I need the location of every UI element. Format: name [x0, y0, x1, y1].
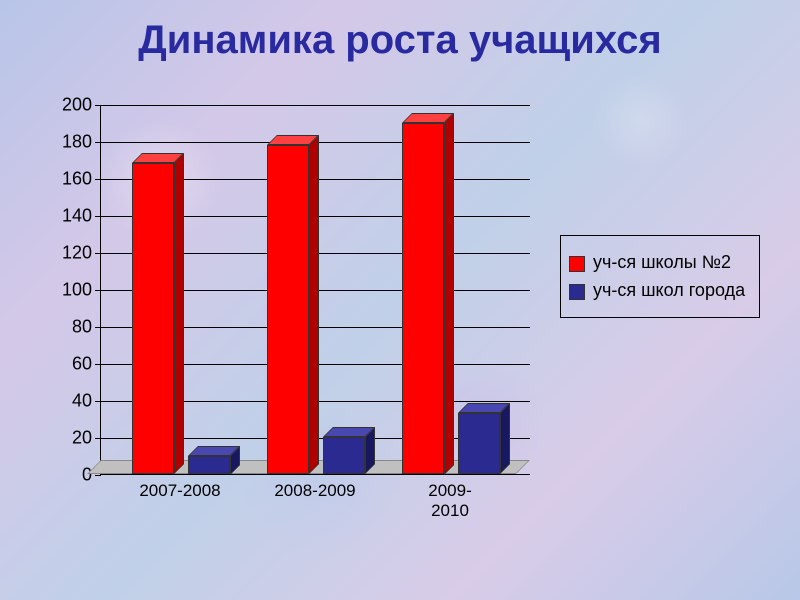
bar	[402, 123, 444, 475]
bar	[188, 456, 230, 475]
x-tick-label: 2007-2008	[139, 481, 220, 501]
y-tick-mark	[95, 216, 101, 217]
legend-swatch-1	[569, 256, 585, 272]
y-tick-mark	[95, 438, 101, 439]
x-tick-label: 2008-2009	[274, 481, 355, 501]
y-tick-label: 120	[62, 243, 92, 264]
gridline	[101, 105, 530, 106]
legend-swatch-2	[569, 284, 585, 300]
y-axis: 020406080100120140160180200	[40, 105, 100, 475]
y-tick-label: 0	[82, 465, 92, 486]
y-tick-label: 200	[62, 95, 92, 116]
y-tick-label: 80	[72, 317, 92, 338]
plot-area	[100, 105, 530, 475]
legend-label: уч-ся школы №2	[593, 252, 731, 274]
legend: уч-ся школы №2 уч-ся школ города	[560, 235, 760, 318]
y-tick-label: 60	[72, 354, 92, 375]
legend-item: уч-ся школы №2	[569, 252, 751, 274]
y-tick-mark	[95, 179, 101, 180]
y-tick-mark	[95, 253, 101, 254]
y-tick-label: 20	[72, 428, 92, 449]
y-tick-label: 40	[72, 391, 92, 412]
y-tick-label: 180	[62, 132, 92, 153]
y-tick-label: 160	[62, 169, 92, 190]
y-tick-mark	[95, 290, 101, 291]
bar	[458, 413, 500, 474]
bar	[132, 163, 174, 474]
y-tick-label: 140	[62, 206, 92, 227]
bar	[323, 437, 365, 474]
page-title: Динамика роста учащихся	[0, 0, 800, 63]
legend-item: уч-ся школ города	[569, 280, 751, 302]
x-axis-labels: 2007-20082008-20092009-2010	[100, 481, 530, 511]
y-tick-mark	[95, 364, 101, 365]
x-tick-label: 2009-2010	[410, 481, 490, 521]
y-tick-label: 100	[62, 280, 92, 301]
y-tick-mark	[95, 475, 101, 476]
chart-box: 020406080100120140160180200 2007-2008200…	[40, 105, 540, 525]
y-tick-mark	[95, 142, 101, 143]
y-tick-mark	[95, 105, 101, 106]
y-tick-mark	[95, 401, 101, 402]
y-tick-mark	[95, 327, 101, 328]
legend-label: уч-ся школ города	[593, 280, 745, 302]
chart-container: 020406080100120140160180200 2007-2008200…	[40, 105, 760, 525]
bar	[267, 145, 309, 474]
